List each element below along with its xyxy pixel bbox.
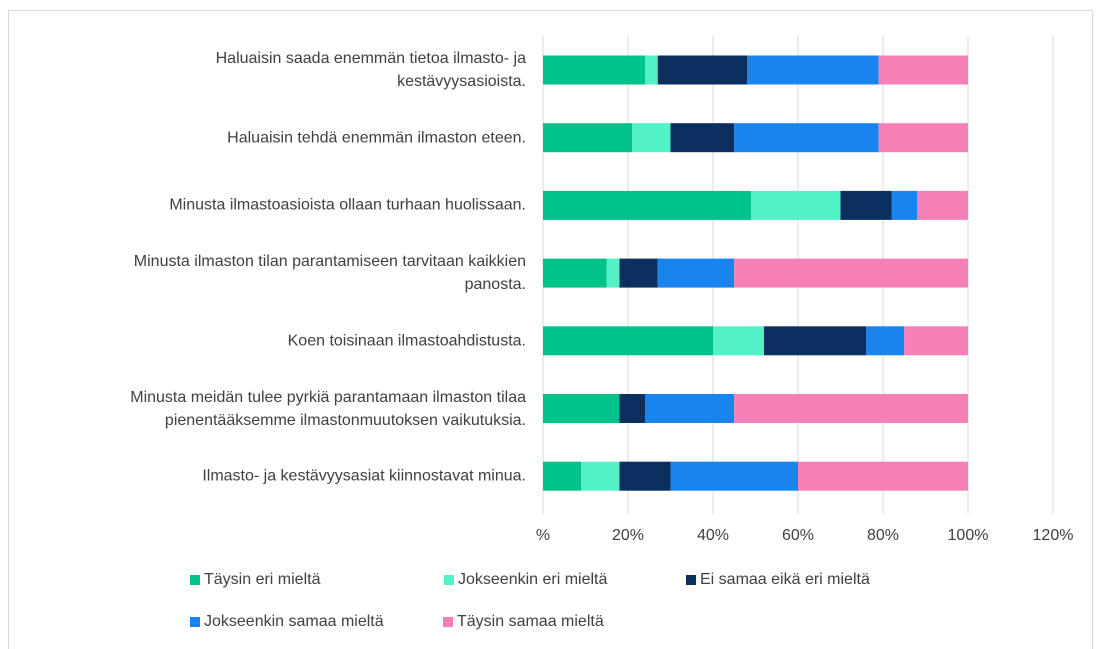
bar-segment [543,258,607,288]
x-tick-label: % [536,527,550,544]
x-tick-label: 60% [782,527,814,544]
category-label: Minusta ilmastoasioista ollaan turhaan h… [169,196,526,214]
x-tick-label: 40% [697,527,729,544]
bar-segment [619,461,671,491]
bar-segment [645,55,658,85]
bar-segment [917,190,968,220]
x-tick-label: 80% [867,527,899,544]
legend-swatch [443,617,453,627]
bar-segment [619,394,645,423]
bar-segment [734,258,968,288]
legend-label: Täysin samaa mieltä [457,613,604,630]
category-label: Haluaisin saada enemmän tietoa ilmasto- … [215,50,526,90]
bar-segment [645,394,735,423]
bar-segment [734,394,968,423]
bar-segment [606,258,620,288]
bar-segment [657,55,747,85]
category-label: Minusta meidän tulee pyrkiä parantamaan … [130,388,526,429]
x-tick-label: 120% [1033,527,1074,544]
bar-segment [878,123,968,153]
bar-segment [632,123,671,153]
bar-segment [840,190,892,220]
bar-segment [713,326,764,356]
legend-swatch [190,617,200,627]
category-label: Ilmasto- ja kestävyysasiat kiinnostavat … [202,467,526,485]
bar-segment [670,123,735,153]
bar-segment [764,326,866,356]
bar-segment [657,258,735,288]
x-tick-label: 100% [948,527,989,544]
legend-swatch [190,575,200,585]
legend-label: Täysin eri mieltä [204,571,321,588]
bar-segment [543,461,582,491]
category-label: Haluaisin tehdä enemmän ilmaston eteen. [227,129,526,147]
bar-segment [878,55,968,85]
bar-segment [904,326,968,356]
bar-segment [543,326,713,356]
category-label: Koen toisinaan ilmastoahdistusta. [287,332,526,350]
bar-segment [891,190,917,220]
legend-label: Ei samaa eikä eri mieltä [700,571,870,588]
bar-segment [734,123,879,153]
bar-segment [543,123,633,153]
bar-segment [543,55,645,85]
bar-segment [866,326,905,356]
legend-label: Jokseenkin samaa mieltä [204,613,384,630]
bar-segment [747,55,879,85]
bar-segment [798,461,968,491]
bar-segment [543,394,620,423]
x-tick-label: 20% [612,527,644,544]
legend-swatch [444,575,454,585]
category-label: Minusta ilmaston tilan parantamiseen tar… [133,253,526,294]
legend-label: Jokseenkin eri mieltä [458,571,608,588]
bar-segment [543,190,752,220]
chart-border [8,10,1093,649]
bar-segment [619,258,658,288]
legend-swatch [686,575,696,585]
bar-segment [751,190,841,220]
bar-segment [670,461,798,491]
bar-segment [581,461,620,491]
